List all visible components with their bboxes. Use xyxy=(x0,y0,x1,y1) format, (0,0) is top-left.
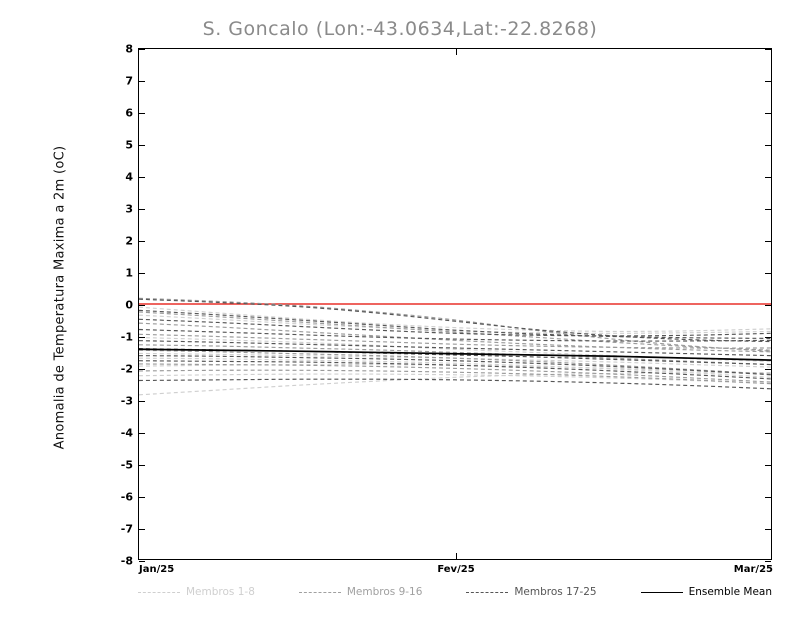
y-axis-tick-mark xyxy=(765,241,771,242)
legend-item[interactable]: Membros 9-16 xyxy=(298,586,423,598)
y-axis-tick-mark xyxy=(765,273,771,274)
y-axis-tick-label: -5 xyxy=(120,458,133,472)
y-axis-tick-mark xyxy=(139,561,145,562)
y-axis-tick-mark xyxy=(139,49,145,50)
y-axis-tick-mark xyxy=(139,145,145,146)
y-axis-tick-mark xyxy=(765,561,771,562)
series-line xyxy=(138,344,772,366)
series-line xyxy=(138,348,772,361)
y-axis-tick-mark xyxy=(765,305,771,306)
y-axis-tick-mark xyxy=(139,401,145,402)
y-axis-tick-mark xyxy=(139,81,145,82)
y-axis-tick-label: 5 xyxy=(125,138,133,152)
series-line xyxy=(138,314,772,334)
legend-line-swatch xyxy=(138,591,180,593)
y-axis-tick-mark xyxy=(765,81,771,82)
series-line xyxy=(138,371,772,396)
legend-item[interactable]: Ensemble Mean xyxy=(640,586,772,598)
series-line xyxy=(138,355,772,376)
series-line xyxy=(138,322,772,353)
legend-line-swatch xyxy=(466,591,509,593)
y-axis-tick-mark xyxy=(139,273,145,274)
series-line xyxy=(138,340,772,357)
y-axis-tick-mark xyxy=(139,209,145,210)
y-axis-tick-label: 6 xyxy=(125,106,133,120)
y-axis-tick-label: 3 xyxy=(125,202,133,216)
y-axis-tick-label: -6 xyxy=(120,490,133,504)
series-line xyxy=(138,336,772,362)
y-axis-tick-mark xyxy=(139,113,145,114)
legend-label: Membros 9-16 xyxy=(346,586,423,598)
series-line xyxy=(138,309,772,339)
legend-item[interactable]: Membros 1-8 xyxy=(138,586,255,598)
series-line xyxy=(138,298,772,343)
x-axis-tick-mark xyxy=(456,49,457,55)
y-axis-tick-mark xyxy=(139,177,145,178)
series-line xyxy=(138,311,772,351)
legend-line-swatch xyxy=(298,591,341,593)
plot-area: 8 7 6 5 4 3 2 1 0 -1 -2 -3 -4 -5 -6 -7 -8 Jan/25 Fev/25 Mar… xyxy=(121,43,773,576)
y-axis-label: Anomalia de Temperatura Maxima a 2m (oC) xyxy=(52,145,68,450)
y-axis-tick-label: -7 xyxy=(120,522,133,536)
y-axis-tick-label: -1 xyxy=(120,330,133,344)
y-axis-tick-label: 0 xyxy=(125,298,133,312)
y-axis-tick-mark xyxy=(139,305,145,306)
series-line xyxy=(138,369,772,385)
legend-label: Membros 1-8 xyxy=(186,586,255,598)
y-axis-tick-mark xyxy=(765,497,771,498)
y-axis-tick-mark xyxy=(765,337,771,338)
series-line xyxy=(138,333,772,349)
y-axis-tick-label: -4 xyxy=(120,426,133,440)
series-line xyxy=(138,328,772,342)
y-axis-tick-label: -3 xyxy=(120,394,133,408)
y-axis-tick-label: -8 xyxy=(120,554,133,568)
y-axis-tick-mark xyxy=(765,49,771,50)
y-axis-tick-mark xyxy=(139,497,145,498)
series-line xyxy=(138,373,772,385)
y-axis-tick-mark xyxy=(765,465,771,466)
chart-legend: Membros 1-8 Membros 9-16 Membros 17-25 Ense… xyxy=(138,582,772,602)
y-axis-tick-mark xyxy=(765,209,771,210)
y-axis-tick-mark xyxy=(139,241,145,242)
x-axis-tick-label: Jan/25 xyxy=(139,564,175,575)
series-line xyxy=(138,378,772,390)
y-axis-tick-mark xyxy=(765,369,771,370)
y-axis-tick-label: 4 xyxy=(125,170,133,184)
y-axis-tick-label: 8 xyxy=(125,42,133,56)
y-axis-tick-mark xyxy=(765,145,771,146)
y-axis-tick-mark xyxy=(139,433,145,434)
y-axis-tick-mark xyxy=(139,369,145,370)
legend-line-swatch xyxy=(640,591,683,593)
y-axis-tick-mark xyxy=(139,337,145,338)
series-line xyxy=(138,349,772,375)
legend-item[interactable]: Membros 17-25 xyxy=(466,586,597,598)
series-lines xyxy=(138,297,772,396)
legend-label: Ensemble Mean xyxy=(688,586,772,598)
x-axis-tick-label: Fev/25 xyxy=(437,564,475,575)
series-line xyxy=(138,318,772,337)
series-line xyxy=(138,297,772,352)
y-axis-tick-mark xyxy=(765,177,771,178)
y-axis-tick-mark xyxy=(765,401,771,402)
series-line xyxy=(138,357,772,378)
series-line xyxy=(138,348,772,366)
series-line xyxy=(138,363,772,383)
x-axis-tick-mark xyxy=(456,553,457,559)
y-axis-tick-label: 2 xyxy=(125,234,133,248)
y-axis-tick-label: -2 xyxy=(120,362,133,376)
y-axis-tick-mark xyxy=(139,529,145,530)
chart-title: S. Goncalo (Lon:-43.0634,Lat:-22.8268) xyxy=(202,18,598,40)
y-axis-tick-mark xyxy=(765,113,771,114)
series-line xyxy=(138,360,772,380)
y-axis-tick-mark xyxy=(765,433,771,434)
legend-label: Membros 17-25 xyxy=(514,586,597,598)
x-axis-tick-label: Mar/25 xyxy=(733,564,773,575)
y-axis-tick-mark xyxy=(765,529,771,530)
y-axis-tick-mark xyxy=(139,465,145,466)
y-axis-tick-label: 1 xyxy=(125,266,133,280)
series-line xyxy=(138,306,772,333)
y-axis-tick-label: 7 xyxy=(125,74,133,88)
